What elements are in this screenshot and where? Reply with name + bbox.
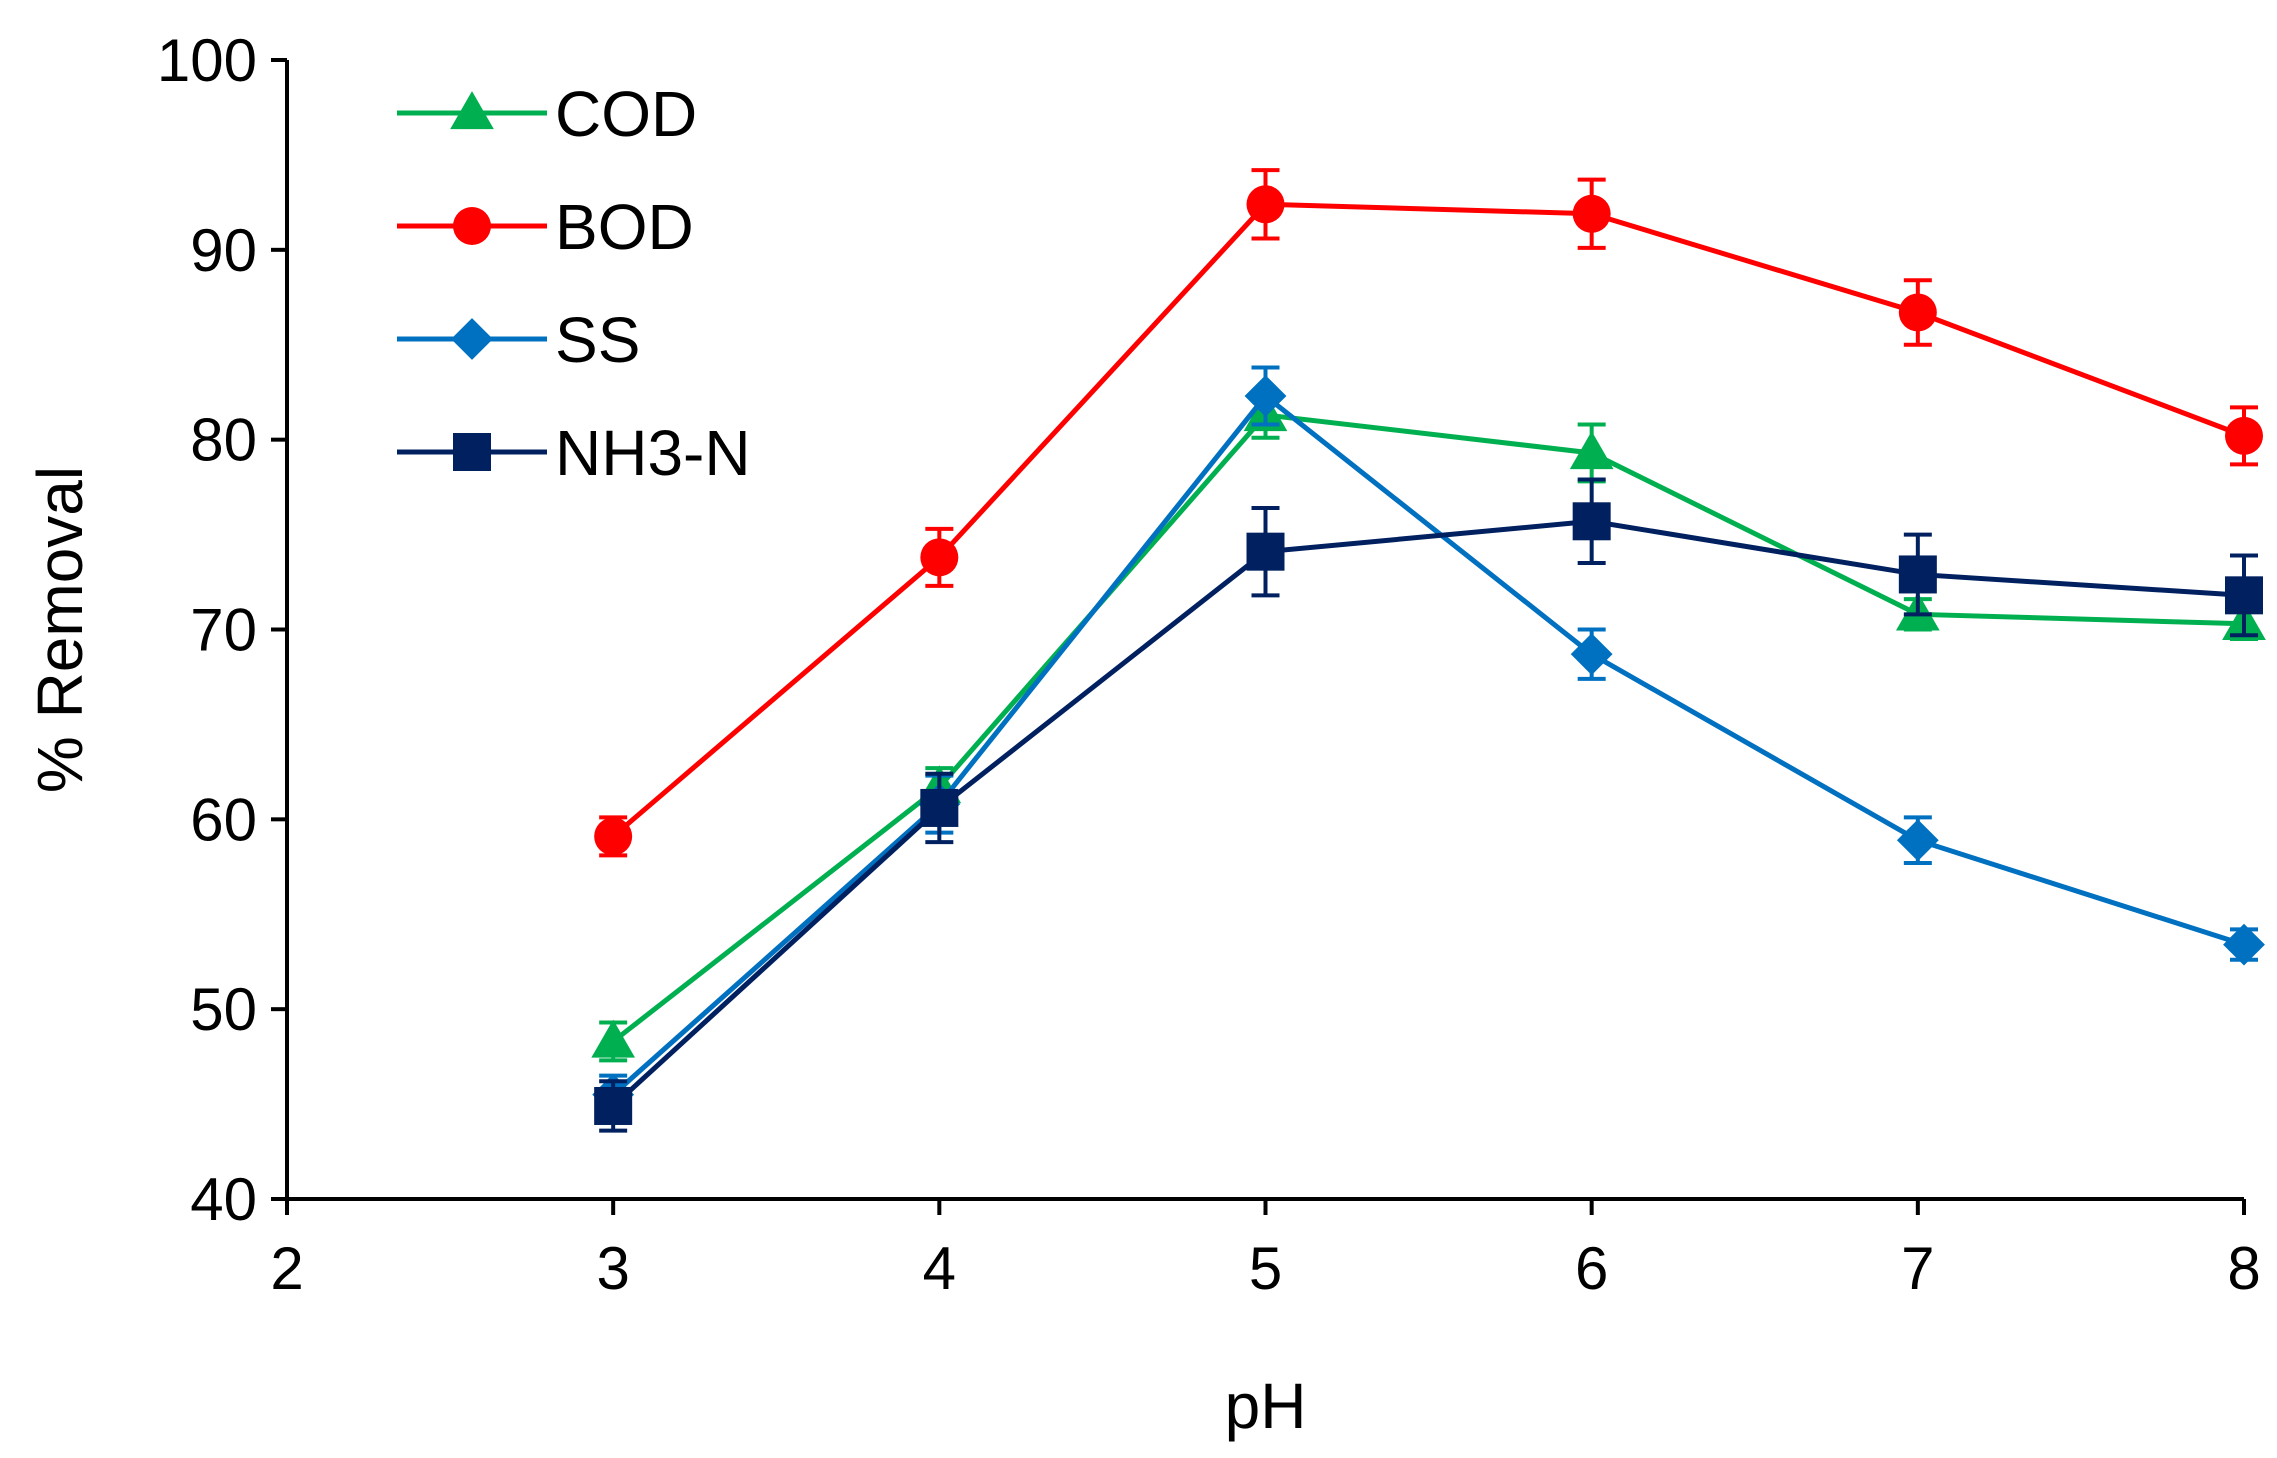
legend-item-nh3-n: NH3-N — [397, 417, 751, 489]
legend-marker-cod — [450, 91, 494, 130]
legend-marker-nh3-n — [453, 433, 491, 471]
data-point-nh3-n — [1572, 502, 1611, 541]
x-tick-label: 4 — [923, 1235, 956, 1302]
series-line-ss — [611, 392, 2245, 1097]
data-point-bod — [1898, 293, 1937, 332]
x-tick-label: 6 — [1575, 1235, 1608, 1302]
y-axis-label: % Removal — [24, 466, 96, 793]
x-tick-label: 5 — [1249, 1235, 1282, 1302]
series-ss — [592, 365, 2265, 1116]
series-nh3-n — [594, 477, 2263, 1133]
legend-item-ss: SS — [397, 304, 640, 376]
legend: COD BOD SS NH3-N — [397, 78, 751, 489]
y-tick-label: 70 — [190, 597, 257, 664]
legend-label-bod: BOD — [555, 191, 694, 263]
series-cod — [591, 390, 2266, 1063]
data-point-nh3-n — [920, 788, 959, 827]
legend-label-ss: SS — [555, 304, 640, 376]
legend-marker-bod — [453, 207, 491, 245]
y-tick-label: 60 — [190, 786, 257, 853]
data-point-nh3-n — [2225, 576, 2263, 615]
legend-label-cod: COD — [555, 78, 697, 150]
series-layer — [591, 168, 2266, 1133]
legend-item-cod: COD — [397, 78, 697, 150]
x-axis-label: pH — [1225, 1370, 1307, 1442]
series-line-nh3-n — [611, 518, 2245, 1108]
data-point-nh3-n — [594, 1086, 633, 1125]
data-point-nh3-n — [1246, 532, 1285, 571]
y-tick-label: 80 — [190, 407, 257, 474]
data-point-bod — [594, 817, 633, 856]
x-tick-label: 7 — [1901, 1235, 1934, 1302]
series-bod — [594, 168, 2263, 858]
data-point-bod — [1246, 185, 1285, 224]
data-point-nh3-n — [1898, 555, 1937, 594]
data-point-bod — [2225, 416, 2263, 455]
y-tick-label: 40 — [190, 1166, 257, 1233]
y-tick-label: 50 — [190, 976, 257, 1043]
data-point-ss — [2223, 923, 2265, 966]
series-line-cod — [611, 412, 2245, 1044]
legend-marker-ss — [451, 318, 493, 360]
data-point-bod — [1572, 194, 1611, 233]
data-point-ss — [1896, 819, 1939, 862]
y-axis-ticks: 40 50 60 70 80 90 100 — [157, 27, 287, 1233]
x-axis-ticks: 2 3 4 5 6 7 8 — [270, 1199, 2261, 1302]
y-tick-label: 90 — [190, 217, 257, 284]
series-line-bod — [611, 201, 2245, 839]
data-point-cod — [591, 1019, 636, 1058]
y-tick-label: 100 — [157, 27, 257, 94]
legend-label-nh3-n: NH3-N — [555, 417, 751, 489]
x-tick-label: 3 — [596, 1235, 629, 1302]
data-point-ss — [1244, 375, 1287, 417]
legend-item-bod: BOD — [397, 191, 694, 263]
axes: 40 50 60 70 80 90 100 2 3 4 5 6 7 8 — [157, 27, 2261, 1302]
data-point-bod — [920, 538, 959, 577]
x-tick-label: 2 — [270, 1235, 303, 1302]
x-tick-label: 8 — [2227, 1235, 2260, 1302]
data-point-cod — [1569, 431, 1614, 470]
data-point-ss — [1570, 633, 1613, 676]
